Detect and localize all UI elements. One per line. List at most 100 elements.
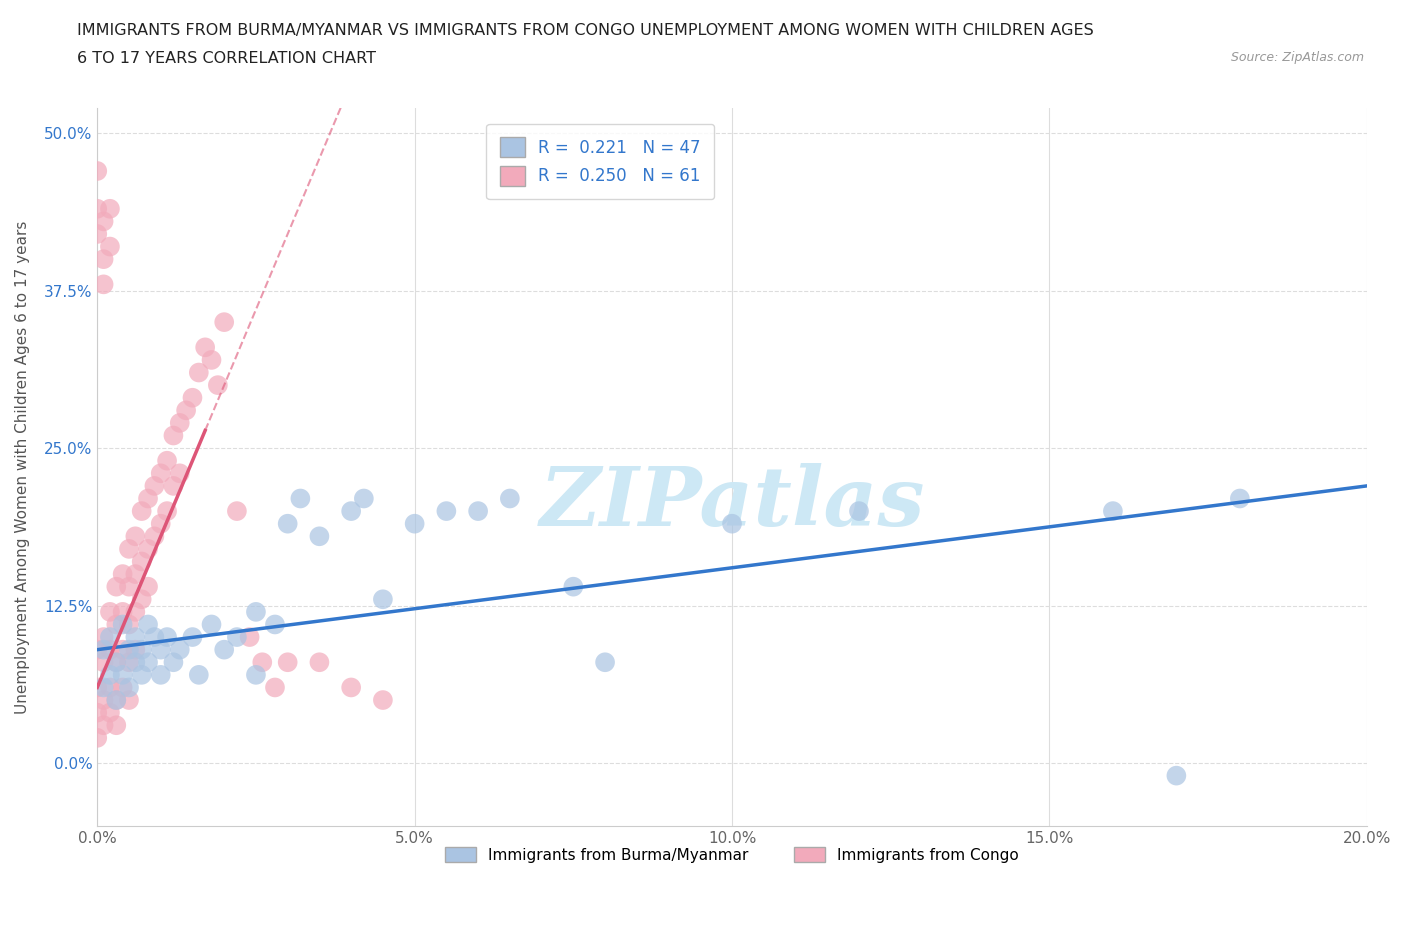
Point [86, 227, 108, 242]
Point [162, 478, 184, 493]
Point [98, 668, 121, 683]
Point [93, 680, 115, 695]
Point [131, 668, 153, 683]
Point [1102, 504, 1125, 519]
Point [340, 680, 363, 695]
Point [118, 680, 141, 695]
Point [1166, 768, 1188, 783]
Point [111, 680, 134, 695]
Point [353, 491, 375, 506]
Point [118, 693, 141, 708]
Point [245, 604, 267, 619]
Point [98, 680, 121, 695]
Point [212, 643, 235, 658]
Point [105, 579, 128, 594]
Point [371, 693, 394, 708]
Point [187, 365, 209, 380]
Point [467, 504, 489, 519]
Point [131, 504, 153, 519]
Point [118, 541, 141, 556]
Point [290, 491, 312, 506]
Point [86, 730, 108, 745]
Point [93, 718, 115, 733]
Point [149, 643, 172, 658]
Point [111, 668, 134, 683]
Point [105, 655, 128, 670]
Point [200, 617, 222, 631]
Point [86, 201, 108, 216]
Point [239, 630, 262, 644]
Point [277, 516, 299, 531]
Point [156, 504, 179, 519]
Point [86, 164, 108, 179]
Point [1229, 491, 1251, 506]
Point [149, 466, 172, 481]
Text: IMMIGRANTS FROM BURMA/MYANMAR VS IMMIGRANTS FROM CONGO UNEMPLOYMENT AMONG WOMEN : IMMIGRANTS FROM BURMA/MYANMAR VS IMMIGRA… [77, 23, 1094, 38]
Point [111, 566, 134, 581]
Text: 6 TO 17 YEARS CORRELATION CHART: 6 TO 17 YEARS CORRELATION CHART [77, 51, 377, 66]
Point [434, 504, 457, 519]
Point [371, 591, 394, 606]
Point [169, 466, 191, 481]
Point [143, 630, 166, 644]
Point [98, 604, 121, 619]
Point [848, 504, 870, 519]
Point [149, 668, 172, 683]
Point [156, 630, 179, 644]
Point [149, 516, 172, 531]
Point [105, 693, 128, 708]
Point [200, 352, 222, 367]
Point [156, 453, 179, 468]
Point [118, 579, 141, 594]
Point [340, 504, 363, 519]
Point [404, 516, 426, 531]
Point [98, 643, 121, 658]
Y-axis label: Unemployment Among Women with Children Ages 6 to 17 years: Unemployment Among Women with Children A… [15, 220, 30, 713]
Point [118, 655, 141, 670]
Point [93, 277, 115, 292]
Point [264, 617, 287, 631]
Point [136, 541, 159, 556]
Point [86, 643, 108, 658]
Point [308, 655, 330, 670]
Point [169, 643, 191, 658]
Point [111, 643, 134, 658]
Point [93, 214, 115, 229]
Point [593, 655, 616, 670]
Point [143, 478, 166, 493]
Point [162, 428, 184, 443]
Point [207, 378, 229, 392]
Point [143, 529, 166, 544]
Point [264, 680, 287, 695]
Point [124, 643, 146, 658]
Point [131, 554, 153, 569]
Point [131, 643, 153, 658]
Point [499, 491, 522, 506]
Point [105, 655, 128, 670]
Point [105, 617, 128, 631]
Point [98, 239, 121, 254]
Point [98, 705, 121, 720]
Point [118, 617, 141, 631]
Point [111, 617, 134, 631]
Point [124, 529, 146, 544]
Point [212, 314, 235, 329]
Point [118, 643, 141, 658]
Point [86, 705, 108, 720]
Point [562, 579, 585, 594]
Text: ZIPatlas: ZIPatlas [540, 463, 925, 543]
Legend: Immigrants from Burma/Myanmar, Immigrants from Congo: Immigrants from Burma/Myanmar, Immigrant… [439, 841, 1025, 869]
Text: Source: ZipAtlas.com: Source: ZipAtlas.com [1230, 51, 1364, 64]
Point [105, 693, 128, 708]
Point [169, 416, 191, 431]
Point [187, 668, 209, 683]
Point [174, 403, 197, 418]
Point [124, 604, 146, 619]
Point [225, 504, 247, 519]
Point [93, 252, 115, 267]
Point [162, 655, 184, 670]
Point [252, 655, 274, 670]
Point [136, 617, 159, 631]
Point [93, 643, 115, 658]
Point [111, 604, 134, 619]
